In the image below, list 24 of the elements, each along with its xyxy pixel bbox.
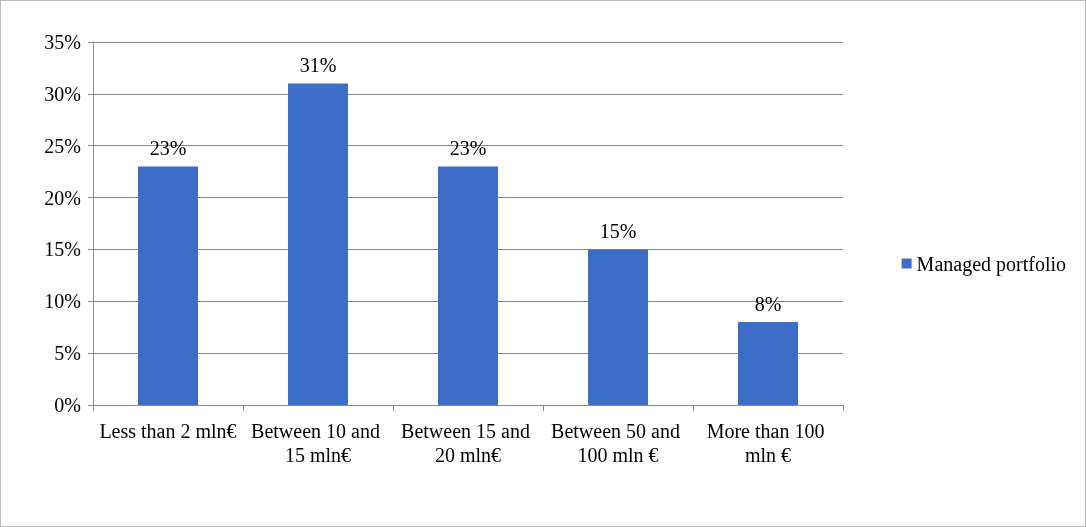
legend-label: Managed portfolio [916, 252, 1066, 276]
x-tick-label: Between 50 and 100 mln € [551, 420, 685, 466]
y-tick-label: 5% [54, 342, 81, 365]
bar [588, 249, 648, 405]
y-tick-label: 15% [44, 238, 81, 261]
data-label: 23% [149, 137, 187, 160]
bar [138, 166, 198, 405]
bar [438, 166, 498, 405]
y-tick-label: 10% [44, 290, 81, 313]
x-tick-label: More than 100 mln € [706, 420, 830, 466]
x-tick-label: Less than 2 mln€ [99, 420, 237, 442]
y-tick-label: 30% [44, 82, 81, 105]
y-tick-label: 20% [44, 186, 81, 209]
x-tick-label: Between 15 and 20 mln€ [401, 420, 535, 466]
data-label: 8% [754, 293, 782, 316]
data-label: 15% [599, 220, 637, 243]
y-tick-label: 35% [44, 31, 81, 53]
y-tick-label: 0% [54, 394, 81, 416]
bar [288, 83, 348, 405]
y-tick-label: 25% [44, 134, 81, 157]
bar [738, 322, 798, 405]
data-label: 23% [449, 137, 487, 160]
data-label: 31% [299, 54, 337, 77]
x-tick-label: Between 10 and 15 mln€ [251, 420, 385, 466]
